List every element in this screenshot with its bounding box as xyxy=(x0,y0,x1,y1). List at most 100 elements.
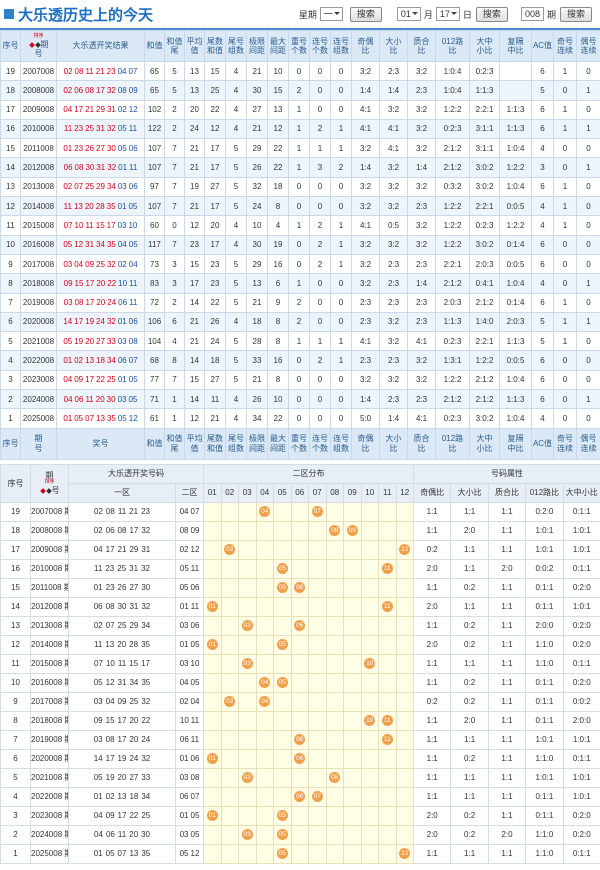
stat: 0 xyxy=(288,408,310,429)
zone-cell xyxy=(325,748,344,769)
stat: 8 xyxy=(267,311,289,333)
stat: 0 xyxy=(553,138,577,159)
zone-cell xyxy=(273,520,292,541)
ball: 01 xyxy=(206,810,218,822)
issue: 2014008 xyxy=(20,196,57,217)
front-number: 01 xyxy=(63,143,73,153)
stat: 28 xyxy=(246,331,268,352)
front-number: 11 xyxy=(117,507,127,517)
stat: 1 xyxy=(309,331,331,352)
stat: 6 xyxy=(531,253,554,275)
day-select[interactable]: 17 xyxy=(435,7,460,21)
zone-cell xyxy=(378,653,397,674)
header-line: 连号 xyxy=(333,434,349,444)
row-number: 15 xyxy=(0,138,21,159)
stat: 23 xyxy=(204,273,226,294)
stat: 26 xyxy=(246,389,268,410)
zone-cell xyxy=(238,558,257,579)
stat: 5 xyxy=(225,138,247,159)
stat: 1 xyxy=(288,157,310,178)
front-number: 11 xyxy=(94,564,103,574)
header-cell: 偶号 连续 xyxy=(576,427,600,460)
attr: 2:0:0 xyxy=(525,615,564,636)
stat: 1 xyxy=(330,215,352,236)
stat: 10 xyxy=(267,389,289,410)
header-line: 连续 xyxy=(580,443,597,453)
stat: 10 xyxy=(246,215,268,236)
zone-cell xyxy=(360,634,379,655)
attr: 1:1 xyxy=(412,653,452,674)
data-row: 9 2017008 期 03 04 09 25 32 02 04 02 04 0:2 0:2 1:1 0:1… xyxy=(0,691,600,712)
zone-cell xyxy=(378,520,397,541)
data-row: 2 2024008 04 06 11 20 30 03 05 71 1 14 11 4 26 10 0 0 0 1:4… xyxy=(0,389,600,410)
header-line: 和值 xyxy=(166,434,183,444)
stat: 5 xyxy=(225,196,247,217)
attr: 1:1 xyxy=(487,615,527,636)
front-number: 02 xyxy=(74,356,84,365)
stat: 107 xyxy=(144,138,165,159)
zone-cell xyxy=(290,691,309,712)
back-number: 04 xyxy=(117,240,127,250)
header-cell: 奇偶比 xyxy=(351,30,380,62)
zone-cell xyxy=(395,577,414,598)
ball: 05 xyxy=(276,848,288,860)
row-number: 18 xyxy=(0,520,31,541)
search-button[interactable]: 搜索 xyxy=(559,6,592,22)
back-number: 11 xyxy=(190,602,200,612)
month-select[interactable]: 01 xyxy=(396,7,421,21)
header-cell: 复隔 中比 xyxy=(499,427,532,460)
row-number: 8 xyxy=(0,273,21,294)
stat: 0 xyxy=(288,234,310,255)
zone-cell: 12 xyxy=(395,843,414,864)
stat: 3:1:1 xyxy=(469,118,500,140)
back-number: 05 xyxy=(190,640,200,650)
header-cell: 序号 xyxy=(0,30,21,62)
stat: 29 xyxy=(246,138,268,159)
issue: 2011008 期 xyxy=(30,577,69,598)
draw-result: 14 17 19 24 32 01 06 xyxy=(56,311,145,333)
zone-cell xyxy=(203,729,222,750)
front-number: 23 xyxy=(105,564,115,574)
zone-cell: 11 xyxy=(378,729,397,750)
week-select[interactable]: 一 xyxy=(319,7,343,21)
row-number: 5 xyxy=(0,331,21,352)
front-number: 32 xyxy=(106,259,116,269)
row-number: 17 xyxy=(0,539,31,560)
zone-cell xyxy=(325,805,344,826)
search-button[interactable]: 搜索 xyxy=(475,6,508,22)
stat: 2 xyxy=(164,292,185,313)
back-number: 08 xyxy=(117,85,127,95)
front-number: 02 xyxy=(105,792,115,802)
issue-input[interactable]: 008 xyxy=(520,7,544,21)
attr: 0:2:0 xyxy=(562,672,600,693)
stat: 1 xyxy=(576,118,600,140)
data-row: 19 2007008 02 08 11 21 23 04 07 65 5 13 15 4 21 10 0 0 0 3:… xyxy=(0,60,600,82)
header-cell: 大小比 xyxy=(379,427,408,460)
front-number: 12 xyxy=(74,240,84,250)
front-number: 09 xyxy=(93,716,103,726)
data-row: 16 2010008 11 23 25 31 32 05 11 122 2 24 12 4 21 12 1 2 1 4… xyxy=(0,118,600,140)
attr: 0:2:0 xyxy=(525,501,564,522)
attr: 1:1 xyxy=(412,729,452,750)
zone-cell xyxy=(203,558,222,579)
stat: 2 xyxy=(309,215,331,236)
stat: 18 xyxy=(267,176,289,198)
header-line: 平均 xyxy=(186,434,203,444)
stat: 1:0:4 xyxy=(499,408,532,429)
header-line: 组数 xyxy=(333,443,349,453)
front-number: 17 xyxy=(74,317,84,327)
header-cell: 连号 组数 xyxy=(330,30,352,62)
back-number: 05 xyxy=(128,240,138,250)
search-button[interactable]: 搜索 xyxy=(349,6,382,22)
zone-cell xyxy=(255,748,274,769)
zone-cell xyxy=(203,501,222,522)
stat: 3:2 xyxy=(407,369,436,391)
stat: 7 xyxy=(164,138,185,159)
ball: 11 xyxy=(381,734,393,746)
front-number: 22 xyxy=(141,716,151,726)
issue: 2024008 期 xyxy=(30,824,69,845)
header-line: 奇偶 xyxy=(357,36,374,46)
zone-cell xyxy=(273,596,292,617)
zone-header: 01 xyxy=(203,482,222,503)
stat: 1 xyxy=(330,331,352,352)
